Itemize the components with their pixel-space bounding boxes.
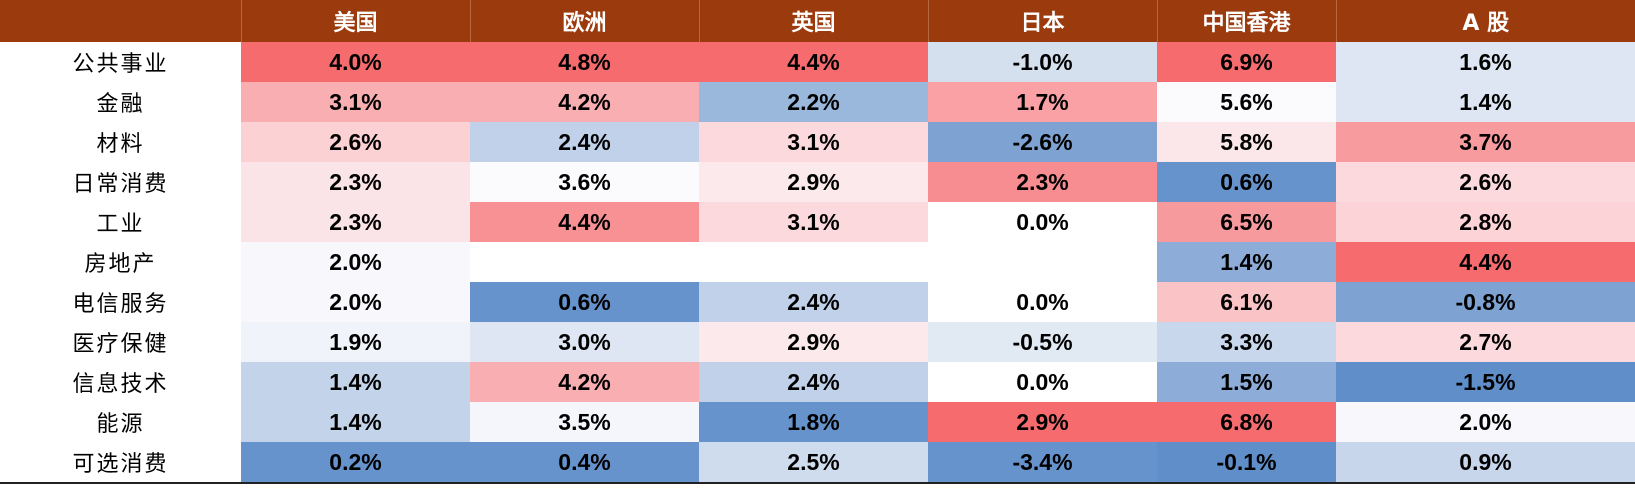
heatmap-cell: 1.4% [241, 362, 470, 402]
heatmap-cell: 2.6% [241, 122, 470, 162]
heatmap-cell: 0.6% [470, 282, 699, 322]
heatmap-cell: 2.2% [699, 82, 928, 122]
row-label: 工业 [0, 202, 241, 242]
heatmap-row: 材料 2.6% 2.4% 3.1% -2.6% 5.8% 3.7% [0, 122, 1635, 162]
heatmap-row: 工业 2.3% 4.4% 3.1% 0.0% 6.5% 2.8% [0, 202, 1635, 242]
heatmap-cell: 3.7% [1336, 122, 1635, 162]
heatmap-row: 房地产 2.0% 1.4% 4.4% [0, 242, 1635, 282]
row-label: 金融 [0, 82, 241, 122]
heatmap-cell: 0.2% [241, 442, 470, 484]
heatmap-cell: 4.4% [470, 202, 699, 242]
heatmap-cell: 0.6% [1157, 162, 1336, 202]
column-header: 中国香港 [1157, 0, 1337, 42]
heatmap-cell: 2.9% [699, 322, 928, 362]
heatmap-cell: -0.5% [928, 322, 1157, 362]
header-corner [0, 0, 242, 42]
heatmap-cell: 0.0% [928, 202, 1157, 242]
heatmap-cell: 2.3% [241, 162, 470, 202]
heatmap-row: 医疗保健 1.9% 3.0% 2.9% -0.5% 3.3% 2.7% [0, 322, 1635, 362]
row-label: 房地产 [0, 242, 241, 282]
heatmap-cell: 2.9% [928, 402, 1157, 442]
column-header: 欧洲 [470, 0, 700, 42]
heatmap-cell: 2.4% [699, 362, 928, 402]
heatmap-cell: 3.1% [241, 82, 470, 122]
heatmap-cell: 4.4% [1336, 242, 1635, 282]
heatmap-cell: 3.5% [470, 402, 699, 442]
heatmap-cell: 6.1% [1157, 282, 1336, 322]
row-label: 电信服务 [0, 282, 241, 322]
heatmap-cell: 0.4% [470, 442, 699, 484]
heatmap-cell: 4.8% [470, 42, 699, 82]
heatmap-cell: 3.3% [1157, 322, 1336, 362]
heatmap-cell: 2.9% [699, 162, 928, 202]
heatmap-cell: 1.4% [241, 402, 470, 442]
heatmap-cell: 3.6% [470, 162, 699, 202]
heatmap-cell: 1.4% [1336, 82, 1635, 122]
column-header: 美国 [241, 0, 471, 42]
heatmap-cell: 3.0% [470, 322, 699, 362]
heatmap-row: 电信服务 2.0% 0.6% 2.4% 0.0% 6.1% -0.8% [0, 282, 1635, 322]
heatmap-cell: 0.0% [928, 282, 1157, 322]
heatmap-cell: 2.4% [470, 122, 699, 162]
heatmap-cell: 4.2% [470, 82, 699, 122]
column-header: A 股 [1336, 0, 1635, 42]
heatmap-cell: 0.9% [1336, 442, 1635, 484]
heatmap-cell: 6.9% [1157, 42, 1336, 82]
heatmap-cell: 1.6% [1336, 42, 1635, 82]
heatmap-row: 公共事业 4.0% 4.8% 4.4% -1.0% 6.9% 1.6% [0, 42, 1635, 82]
heatmap-cell: -2.6% [928, 122, 1157, 162]
column-header: 日本 [928, 0, 1158, 42]
heatmap-row: 日常消费 2.3% 3.6% 2.9% 2.3% 0.6% 2.6% [0, 162, 1635, 202]
heatmap-cell: 1.7% [928, 82, 1157, 122]
heatmap-cell: 1.9% [241, 322, 470, 362]
heatmap-table: 美国 欧洲 英国 日本 中国香港 A 股 公共事业 4.0% 4.8% 4.4% -1.… [0, 0, 1635, 484]
heatmap-cell: -0.1% [1157, 442, 1336, 484]
heatmap-cell [699, 242, 928, 282]
heatmap-cell: 3.1% [699, 202, 928, 242]
heatmap-cell: 2.5% [699, 442, 928, 484]
header-row: 美国 欧洲 英国 日本 中国香港 A 股 [0, 0, 1635, 42]
heatmap-cell: 4.2% [470, 362, 699, 402]
heatmap-cell: 3.1% [699, 122, 928, 162]
heatmap-row: 能源 1.4% 3.5% 1.8% 2.9% 6.8% 2.0% [0, 402, 1635, 442]
heatmap-cell: 2.3% [241, 202, 470, 242]
heatmap-body: 公共事业 4.0% 4.8% 4.4% -1.0% 6.9% 1.6% 金融 3.1% 4.2% 2… [0, 42, 1635, 484]
row-label: 可选消费 [0, 442, 241, 484]
heatmap-row: 金融 3.1% 4.2% 2.2% 1.7% 5.6% 1.4% [0, 82, 1635, 122]
row-label: 材料 [0, 122, 241, 162]
heatmap-cell: 6.8% [1157, 402, 1336, 442]
heatmap-cell: -0.8% [1336, 282, 1635, 322]
heatmap-cell: -1.5% [1336, 362, 1635, 402]
heatmap-cell: 2.0% [241, 282, 470, 322]
column-header: 英国 [699, 0, 929, 42]
heatmap-cell: 6.5% [1157, 202, 1336, 242]
row-label: 信息技术 [0, 362, 241, 402]
heatmap-cell: 2.0% [1336, 402, 1635, 442]
heatmap-cell: 1.8% [699, 402, 928, 442]
heatmap-cell: 1.5% [1157, 362, 1336, 402]
row-label: 医疗保健 [0, 322, 241, 362]
heatmap-cell: 2.0% [241, 242, 470, 282]
heatmap-cell [470, 242, 699, 282]
heatmap-cell: 2.6% [1336, 162, 1635, 202]
heatmap-cell [928, 242, 1157, 282]
heatmap-cell: 2.3% [928, 162, 1157, 202]
heatmap-cell: 4.0% [241, 42, 470, 82]
heatmap-row: 信息技术 1.4% 4.2% 2.4% 0.0% 1.5% -1.5% [0, 362, 1635, 402]
heatmap-cell: 2.7% [1336, 322, 1635, 362]
heatmap-cell: 2.8% [1336, 202, 1635, 242]
row-label: 日常消费 [0, 162, 241, 202]
row-label: 能源 [0, 402, 241, 442]
heatmap-cell: 5.6% [1157, 82, 1336, 122]
heatmap-cell: 4.4% [699, 42, 928, 82]
row-label: 公共事业 [0, 42, 241, 82]
heatmap-cell: -3.4% [928, 442, 1157, 484]
heatmap-row: 可选消费 0.2% 0.4% 2.5% -3.4% -0.1% 0.9% [0, 442, 1635, 484]
heatmap-cell: 1.4% [1157, 242, 1336, 282]
heatmap-cell: 2.4% [699, 282, 928, 322]
heatmap-cell: 5.8% [1157, 122, 1336, 162]
heatmap-cell: 0.0% [928, 362, 1157, 402]
heatmap-cell: -1.0% [928, 42, 1157, 82]
